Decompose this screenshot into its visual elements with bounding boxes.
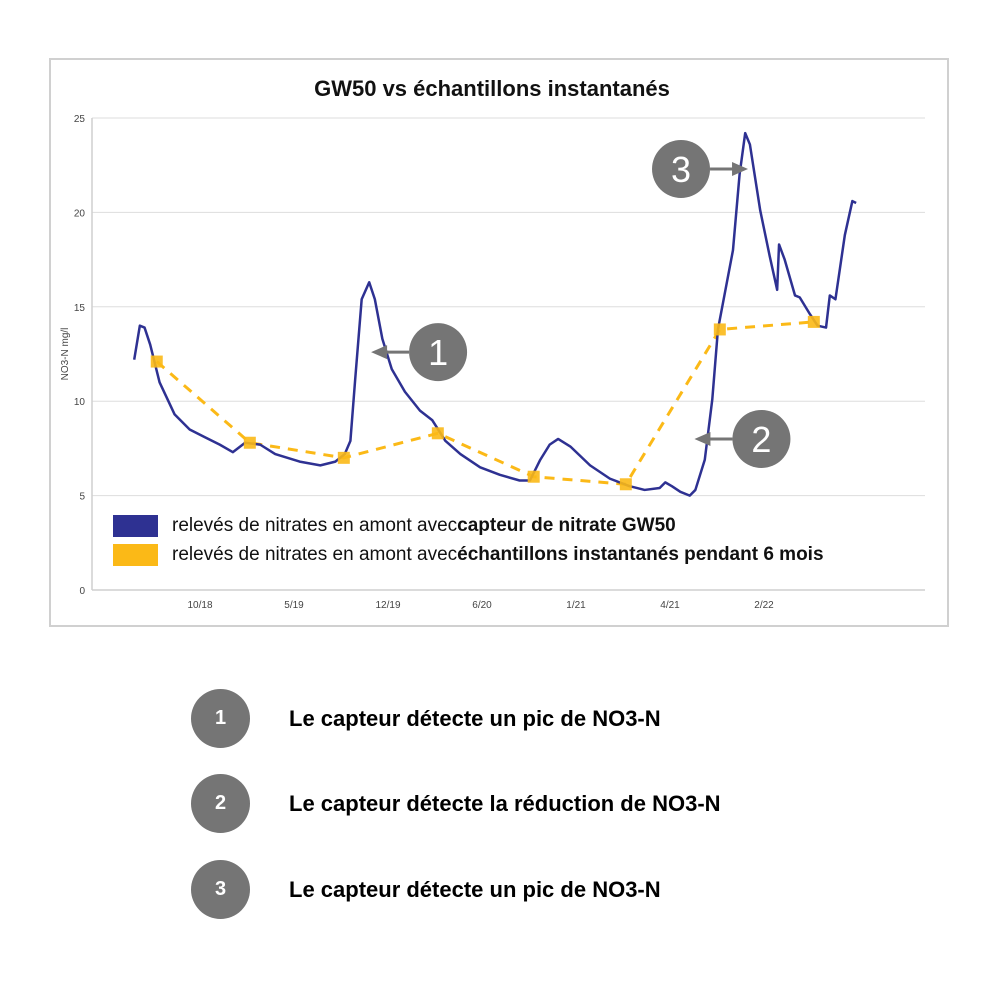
- y-tick-label: 25: [74, 114, 86, 125]
- grab-sample-marker: [337, 451, 350, 464]
- annotation-badge: [652, 139, 711, 198]
- y-tick-label: 20: [74, 208, 86, 219]
- legend-text-bold: échantillons instantanés pendant 6 mois: [457, 544, 824, 565]
- grab-sample-marker: [150, 355, 163, 368]
- chart-title: GW50 vs échantillons instantanés: [314, 76, 670, 101]
- annotation-label: 3: [671, 149, 691, 190]
- legend-swatch-grab: [113, 544, 158, 566]
- note-text: Le capteur détecte la réduction de NO3-N: [289, 790, 721, 816]
- legend-item-sensor: relevés de nitrates en amont avec capteu…: [113, 515, 676, 537]
- x-tick-label: 10/18: [187, 600, 212, 611]
- chart-container: [49, 58, 949, 627]
- legend-text-plain: relevés de nitrates en amont avec: [172, 544, 458, 565]
- note-number-badge: 2: [191, 774, 250, 833]
- grab-sample-line: [155, 320, 814, 486]
- arrowhead-icon: [732, 161, 749, 176]
- grab-sample-marker: [713, 323, 726, 336]
- y-tick-label: 0: [79, 586, 85, 597]
- y-tick-label: 15: [74, 303, 86, 314]
- x-tick-label: 4/21: [660, 600, 680, 611]
- legend-text-bold: capteur de nitrate GW50: [457, 515, 676, 536]
- grab-sample-marker: [243, 436, 256, 449]
- note-text: Le capteur détecte un pic de NO3-N: [289, 876, 661, 902]
- y-tick-label: 10: [74, 397, 86, 408]
- grab-sample-marker: [431, 427, 444, 440]
- annotation-badge: [409, 323, 468, 382]
- legend-text-plain: relevés de nitrates en amont avec: [172, 515, 458, 536]
- legend-item-grab: relevés de nitrates en amont avec échant…: [113, 544, 824, 566]
- grab-sample-marker: [619, 478, 632, 491]
- note-1: 1 Le capteur détecte un pic de NO3-N: [191, 689, 661, 748]
- arrowhead-icon: [694, 431, 711, 446]
- note-number-badge: 3: [191, 860, 250, 919]
- y-tick-label: 5: [79, 492, 85, 503]
- y-axis-label: NO3-N mg/l: [60, 328, 71, 381]
- grab-sample-marker: [807, 315, 820, 328]
- x-tick-label: 2/22: [754, 600, 774, 611]
- legend-swatch-sensor: [113, 515, 158, 537]
- x-tick-label: 12/19: [375, 600, 400, 611]
- x-tick-label: 6/20: [472, 600, 492, 611]
- annotation-label: 1: [428, 332, 448, 373]
- arrowhead-icon: [371, 345, 388, 360]
- annotation-badge: [732, 409, 791, 468]
- note-text: Le capteur détecte un pic de NO3-N: [289, 705, 661, 731]
- note-3: 3 Le capteur détecte un pic de NO3-N: [191, 860, 661, 919]
- x-tick-label: 1/21: [566, 600, 586, 611]
- note-2: 2 Le capteur détecte la réduction de NO3…: [191, 774, 721, 833]
- grab-sample-marker: [527, 470, 540, 483]
- sensor-line: [132, 131, 857, 497]
- x-tick-label: 5/19: [284, 600, 304, 611]
- note-number-badge: 1: [191, 689, 250, 748]
- annotation-label: 2: [751, 419, 771, 460]
